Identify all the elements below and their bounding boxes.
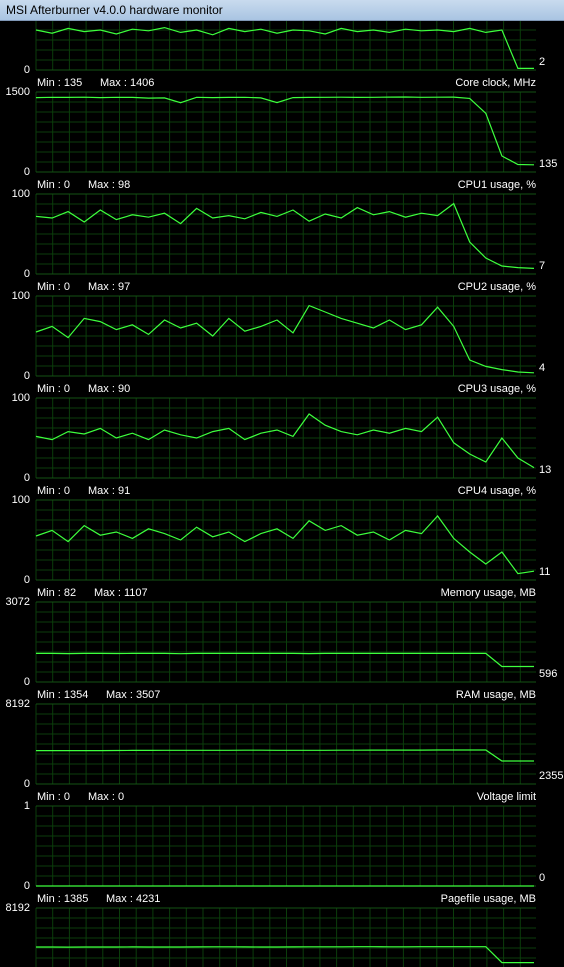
max-label: Max : 1107 bbox=[94, 587, 148, 599]
current-value: 11 bbox=[539, 566, 550, 578]
y-tick-label: 1500 bbox=[6, 86, 30, 98]
current-value: 596 bbox=[539, 668, 557, 680]
panel: 0 8192 Min : 1354 Max : 3507 RAM usage, MB 23… bbox=[6, 689, 564, 790]
panel-title: Memory usage, MB bbox=[441, 587, 536, 599]
min-label: Min : 0 bbox=[37, 179, 70, 191]
current-value: 0 bbox=[539, 872, 545, 884]
y-tick-label: 0 bbox=[24, 676, 30, 688]
max-label: Max : 0 bbox=[88, 791, 124, 803]
series-line bbox=[35, 202, 535, 269]
min-label: Min : 0 bbox=[37, 383, 70, 395]
max-label: Max : 90 bbox=[88, 383, 130, 395]
y-tick-label: 0 bbox=[24, 880, 30, 892]
max-label: Max : 98 bbox=[88, 179, 130, 191]
panel: 0 1 Min : 0 Max : 0 Voltage limit 0 bbox=[24, 791, 545, 892]
panel-title: Core clock, MHz bbox=[455, 77, 536, 89]
series-line bbox=[35, 304, 535, 374]
y-tick-label: 0 bbox=[24, 268, 30, 280]
y-tick-label: 0 bbox=[24, 64, 30, 76]
y-tick-label: 100 bbox=[12, 392, 30, 404]
y-tick-label: 0 bbox=[24, 574, 30, 586]
max-label: Max : 4231 bbox=[106, 893, 160, 905]
y-tick-label: 100 bbox=[12, 494, 30, 506]
max-label: Max : 1406 bbox=[100, 77, 154, 89]
panel-title: Voltage limit bbox=[477, 791, 536, 803]
series-line bbox=[36, 946, 534, 964]
current-value: 2 bbox=[539, 56, 545, 68]
panel: 0 100 Min : 0 Max : 91 CPU4 usage, % 11 bbox=[12, 485, 551, 586]
series-line bbox=[36, 652, 534, 668]
y-tick-label: 8192 bbox=[6, 698, 30, 710]
title-bar: MSI Afterburner v4.0.0 hardware monitor bbox=[0, 0, 564, 21]
series-line bbox=[35, 96, 535, 166]
current-value: 135 bbox=[539, 158, 557, 170]
series-line bbox=[35, 26, 534, 70]
y-tick-label: 1 bbox=[24, 800, 30, 812]
series-line bbox=[35, 413, 535, 469]
panel-title: CPU1 usage, % bbox=[458, 179, 536, 191]
min-label: Min : 1385 bbox=[37, 893, 88, 905]
max-label: Max : 97 bbox=[88, 281, 130, 293]
y-tick-label: 0 bbox=[24, 472, 30, 484]
series-line bbox=[35, 515, 535, 575]
y-tick-label: 100 bbox=[12, 290, 30, 302]
min-label: Min : 82 bbox=[37, 587, 76, 599]
y-tick-label: 3072 bbox=[6, 596, 30, 608]
panel-title: RAM usage, MB bbox=[456, 689, 536, 701]
min-label: Min : 0 bbox=[37, 281, 70, 293]
panel: 0 1500 Min : 135 Max : 1406 Core clock, MHz 1… bbox=[6, 77, 558, 178]
current-value: 2355 bbox=[539, 770, 563, 782]
max-label: Max : 3507 bbox=[106, 689, 160, 701]
panel: 0 3072 Min : 82 Max : 1107 Memory usage, MB 5… bbox=[6, 587, 558, 688]
panel: 0 100 Min : 0 Max : 90 CPU3 usage, % 13 bbox=[12, 383, 552, 484]
y-tick-label: 0 bbox=[24, 778, 30, 790]
window-title: MSI Afterburner v4.0.0 hardware monitor bbox=[6, 3, 223, 17]
panel-title: CPU3 usage, % bbox=[458, 383, 536, 395]
y-tick-label: 0 bbox=[24, 370, 30, 382]
y-tick-label: 0 bbox=[24, 166, 30, 178]
panel: 0 100 Min : 0 Max : 98 CPU1 usage, % 7 bbox=[12, 179, 545, 280]
y-tick-label: 100 bbox=[12, 188, 30, 200]
panel: 0 100 Min : 0 Max : 97 CPU2 usage, % 4 bbox=[12, 281, 545, 382]
min-label: Min : 135 bbox=[37, 77, 82, 89]
panel: 02 bbox=[24, 21, 545, 76]
min-label: Min : 1354 bbox=[37, 689, 88, 701]
panel-title: CPU2 usage, % bbox=[458, 281, 536, 293]
current-value: 4 bbox=[539, 362, 545, 374]
min-label: Min : 0 bbox=[37, 791, 70, 803]
current-value: 7 bbox=[539, 260, 545, 272]
min-label: Min : 0 bbox=[37, 485, 70, 497]
current-value: 13 bbox=[539, 464, 551, 476]
y-tick-label: 8192 bbox=[6, 902, 30, 914]
panel-title: Pagefile usage, MB bbox=[441, 893, 536, 905]
panel-title: CPU4 usage, % bbox=[458, 485, 536, 497]
series-line bbox=[36, 749, 534, 762]
max-label: Max : 91 bbox=[88, 485, 130, 497]
